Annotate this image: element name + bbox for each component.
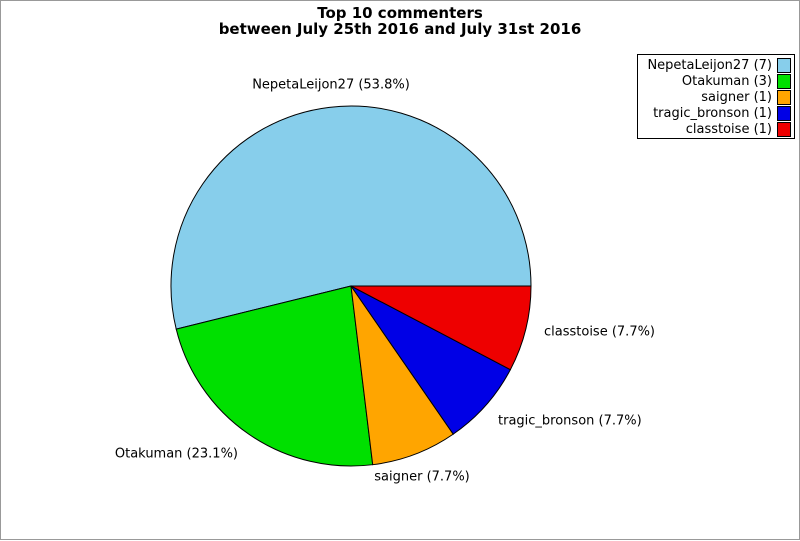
legend-row: Otakuman (3) bbox=[638, 73, 794, 89]
slice-label-saigner: saigner (7.7%) bbox=[374, 469, 470, 485]
slice-label-classtoise: classtoise (7.7%) bbox=[544, 324, 656, 340]
legend-label-tragic-bronson: tragic_bronson (1) bbox=[653, 105, 772, 121]
slice-label-tragic-bronson: tragic_bronson (7.7%) bbox=[498, 413, 642, 429]
chart-title: Top 10 commenters between July 25th 2016… bbox=[1, 5, 799, 37]
pie-slice-classtoise bbox=[350, 285, 532, 371]
legend-label-classtoise: classtoise (1) bbox=[685, 121, 772, 137]
legend-row: classtoise (1) bbox=[638, 121, 794, 137]
legend-label-nepetaleijon27: NepetaLeijon27 (7) bbox=[647, 57, 772, 73]
legend: NepetaLeijon27 (7) Otakuman (3) saigner … bbox=[637, 54, 795, 139]
legend-swatch-otakuman bbox=[777, 73, 791, 89]
legend-row: saigner (1) bbox=[638, 89, 794, 105]
legend-swatch-nepetaleijon27 bbox=[777, 57, 791, 73]
slice-label-nepetaleijon27: NepetaLeijon27 (53.8%) bbox=[252, 77, 410, 93]
legend-swatch-tragic-bronson bbox=[777, 105, 791, 121]
pie-slice-Otakuman bbox=[175, 285, 374, 467]
legend-swatch-classtoise bbox=[777, 121, 791, 137]
chart-title-line1: Top 10 commenters bbox=[317, 4, 483, 22]
legend-swatch-saigner bbox=[777, 89, 791, 105]
legend-label-otakuman: Otakuman (3) bbox=[681, 73, 772, 89]
legend-label-saigner: saigner (1) bbox=[701, 89, 772, 105]
legend-row: tragic_bronson (1) bbox=[638, 105, 794, 121]
legend-row: NepetaLeijon27 (7) bbox=[638, 57, 794, 73]
pie-slice-NepetaLeijon27 bbox=[170, 105, 532, 330]
chart-title-line2: between July 25th 2016 and July 31st 201… bbox=[218, 20, 582, 38]
slice-label-otakuman: Otakuman (23.1%) bbox=[114, 446, 238, 462]
